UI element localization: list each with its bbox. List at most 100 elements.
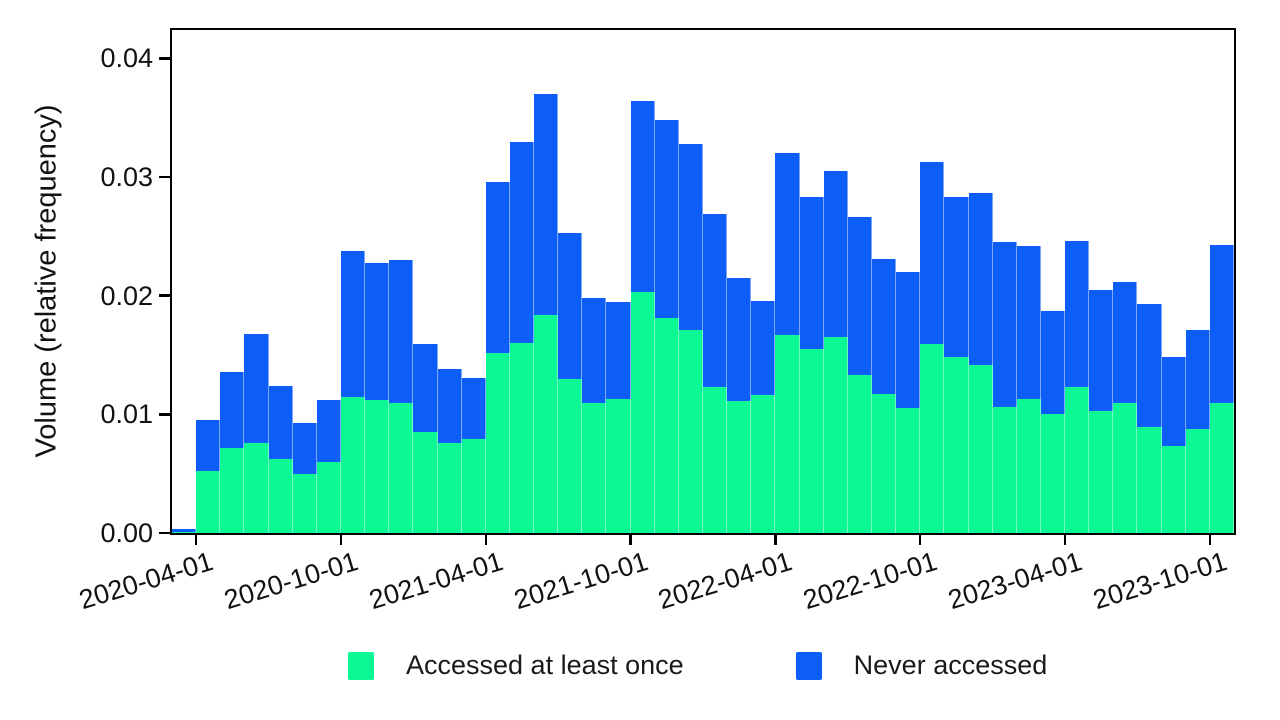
bar-segment-accessed (582, 402, 606, 533)
bar-segment-never-accessed (341, 250, 365, 397)
bar-segment-accessed (1137, 427, 1162, 533)
bar-segment-accessed (438, 442, 462, 533)
bar-segment-accessed (1210, 402, 1234, 533)
bar-segment-never-accessed (365, 262, 389, 401)
bar-segment-accessed (413, 432, 438, 533)
bar-segment-accessed (800, 349, 824, 533)
bar-segment-never-accessed (269, 385, 293, 460)
bar-segment-accessed (872, 394, 896, 533)
x-tick (918, 533, 922, 545)
x-tick (774, 533, 777, 545)
bar-segment-accessed (244, 442, 269, 533)
bar-segment-accessed (510, 343, 534, 533)
bar-segment-never-accessed (848, 217, 872, 376)
y-tick (159, 294, 171, 297)
bar-segment-accessed (317, 461, 341, 533)
bar-segment-accessed (775, 334, 800, 533)
bar-segment-never-accessed (1186, 330, 1210, 429)
bar-segment-accessed (824, 337, 848, 533)
legend-label: Accessed at least once (406, 650, 684, 680)
y-tick-label: 0.01 (100, 399, 153, 430)
bar-segment-accessed (969, 364, 993, 533)
bar-segment-never-accessed (293, 422, 317, 474)
bar-segment-accessed (558, 378, 582, 533)
legend-item-never-accessed: Never accessed (795, 650, 1047, 681)
bar-segment-never-accessed (775, 153, 800, 335)
bar-segment-never-accessed (172, 529, 196, 532)
y-tick-label: 0.04 (100, 43, 153, 74)
bar-segment-never-accessed (558, 232, 582, 379)
bar-segment-accessed (1113, 402, 1137, 533)
bar-segment-accessed (1162, 446, 1186, 533)
y-tick (159, 175, 171, 179)
bar-segment-never-accessed (438, 369, 462, 443)
bar-segment-never-accessed (1065, 241, 1089, 388)
bar-segment-never-accessed (655, 120, 679, 319)
legend-swatch (348, 651, 374, 680)
bar-segment-never-accessed (1210, 244, 1234, 403)
bar-segment-accessed (293, 473, 317, 533)
bar-segment-accessed (993, 407, 1017, 533)
bar-segment-never-accessed (920, 161, 944, 345)
bar-segment-never-accessed (413, 344, 438, 433)
x-tick (1208, 533, 1212, 545)
bar-segment-accessed (389, 402, 413, 533)
bar-segment-accessed (196, 471, 220, 533)
bar-segment-never-accessed (220, 371, 244, 448)
bar-segment-accessed (365, 400, 389, 533)
bar-segment-accessed (896, 408, 920, 533)
bar-segment-accessed (341, 396, 365, 533)
bar-segment-never-accessed (317, 400, 341, 462)
y-tick (159, 531, 171, 535)
x-tick (629, 533, 632, 545)
bar-segment-never-accessed (824, 171, 848, 338)
bar-segment-never-accessed (1162, 357, 1186, 447)
x-tick (194, 533, 198, 545)
y-tick (159, 57, 171, 60)
bar-segment-never-accessed (872, 258, 896, 395)
bar-segment-never-accessed (462, 377, 486, 440)
bar-segment-never-accessed (969, 192, 993, 365)
bar-segment-never-accessed (1137, 304, 1162, 428)
bar-segment-never-accessed (751, 300, 775, 396)
bar-segment-accessed (751, 395, 775, 533)
bar-segment-accessed (1017, 398, 1041, 533)
bar-segment-accessed (848, 375, 872, 533)
legend-item-accessed: Accessed at least once (348, 650, 684, 681)
y-tick-label: 0.02 (100, 280, 153, 311)
bar-segment-never-accessed (510, 141, 534, 344)
bar-segment-accessed (679, 330, 703, 533)
y-tick-label: 0.00 (100, 518, 153, 548)
bar-segment-accessed (631, 292, 655, 533)
bar-segment-never-accessed (582, 298, 606, 403)
bar-segment-accessed (1186, 428, 1210, 533)
bar-segment-never-accessed (800, 197, 824, 350)
bar-segment-never-accessed (944, 197, 969, 358)
y-tick (159, 413, 171, 416)
bar-segment-never-accessed (1089, 289, 1113, 411)
bar-segment-accessed (727, 401, 751, 533)
x-tick (1063, 533, 1067, 545)
bar-segment-accessed (486, 352, 510, 533)
y-tick-label: 0.03 (100, 162, 153, 193)
bar-segment-never-accessed (1041, 311, 1065, 415)
bar-segment-accessed (606, 398, 631, 533)
bar-segment-accessed (220, 447, 244, 533)
bar-segment-never-accessed (389, 260, 413, 403)
bar-segment-accessed (269, 459, 293, 533)
x-tick (484, 533, 488, 545)
bar-segment-never-accessed (993, 242, 1017, 408)
bar-segment-never-accessed (896, 272, 920, 409)
bar-segment-accessed (703, 387, 727, 533)
bar-segment-never-accessed (196, 420, 220, 472)
bar-segment-accessed (1089, 410, 1113, 533)
bar-segment-accessed (1041, 414, 1065, 533)
bar-segment-accessed (1065, 387, 1089, 533)
bar-segment-never-accessed (727, 277, 751, 402)
bar-segment-accessed (944, 357, 969, 533)
bar-segment-accessed (172, 531, 196, 533)
bar-segment-never-accessed (679, 143, 703, 331)
bar-segment-accessed (655, 318, 679, 533)
bar-segment-never-accessed (1113, 281, 1137, 403)
